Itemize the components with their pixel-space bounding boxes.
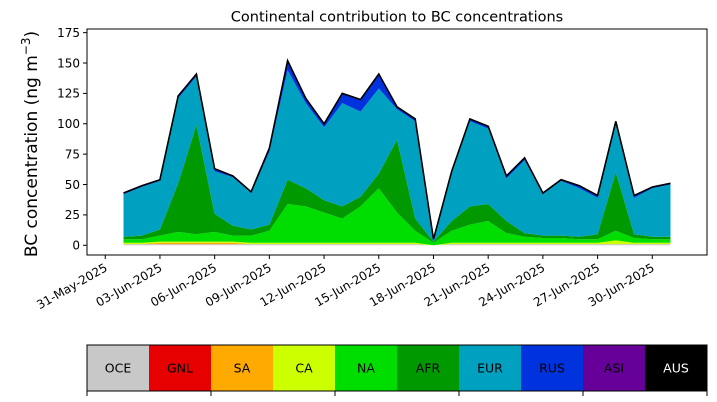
y-axis-label: BC concentration (ng m−3)	[19, 31, 42, 257]
y-tick-label: 75	[65, 147, 80, 161]
legend-swatch-asi	[583, 345, 646, 391]
legend-label-asi: ASI	[604, 361, 624, 376]
legend-label-aus: AUS	[663, 361, 689, 376]
y-axis: 0 25 50 75 100 125 150 175	[57, 26, 87, 253]
legend-label-sa: SA	[234, 361, 251, 376]
y-axis-label-text: BC concentration (ng m	[22, 55, 42, 257]
legend-swatch-gnl	[149, 345, 212, 391]
chart-title: Continental contribution to BC concentra…	[231, 10, 563, 26]
area-na	[123, 188, 671, 246]
legend-colorbar: OCE GNL SA CA NA AFR EUR RUS ASI AUS	[86, 344, 708, 396]
legend-label-ca: CA	[295, 361, 313, 376]
y-tick-label: 150	[57, 56, 80, 70]
y-tick-label: 175	[57, 26, 80, 40]
legend-frame	[86, 344, 708, 392]
y-tick-label: 50	[65, 178, 80, 192]
plot-frame	[86, 28, 708, 256]
legend-label-rus: RUS	[539, 361, 565, 376]
stacked-areas	[123, 60, 671, 246]
legend-label-oce: OCE	[105, 361, 132, 376]
legend-label-eur: EUR	[477, 361, 503, 376]
legend-swatch-aus	[645, 345, 708, 391]
legend-swatch-eur	[459, 345, 522, 391]
y-tick-label: 100	[57, 117, 80, 131]
legend-swatch-afr	[397, 345, 460, 391]
legend-swatch-oce	[87, 345, 150, 391]
legend-label-afr: AFR	[416, 361, 441, 376]
legend-swatch-sa	[211, 345, 274, 391]
y-tick-label: 25	[65, 208, 80, 222]
x-axis: 31-May-202503-Jun-202506-Jun-202509-Jun-…	[34, 255, 657, 312]
area-eur	[123, 70, 671, 242]
legend-label-gnl: GNL	[167, 361, 193, 376]
area-afr	[123, 125, 671, 243]
total-line-group	[123, 58, 671, 240]
y-axis-label-unit-sup: −3	[19, 37, 33, 55]
y-tick-label: 0	[72, 239, 80, 253]
legend-swatch-na	[335, 345, 398, 391]
legend-swatch-ca	[273, 345, 336, 391]
area-ca	[123, 240, 671, 246]
legend-swatch-rus	[521, 345, 584, 391]
y-tick-label: 125	[57, 87, 80, 101]
area-oce	[123, 244, 671, 246]
area-sa	[123, 242, 671, 246]
legend-label-na: NA	[357, 361, 375, 376]
total-line	[123, 58, 671, 240]
y-axis-label-close: )	[22, 31, 42, 38]
